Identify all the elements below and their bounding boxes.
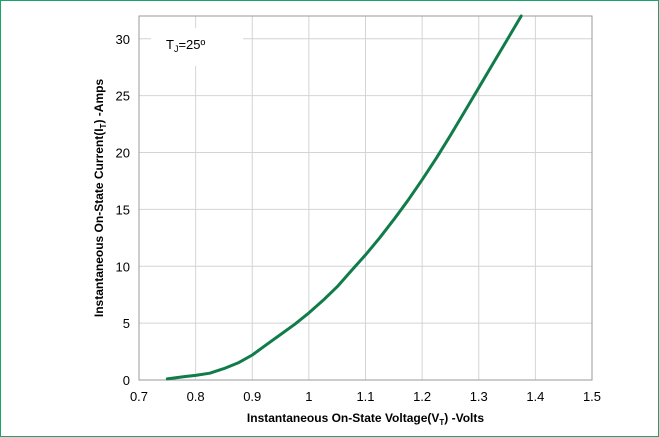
y-axis-title-prefix: Instantaneous On-State Current(I	[92, 128, 106, 317]
y-tick-label-5: 25	[116, 89, 130, 104]
y-tick-label-3: 15	[116, 202, 130, 217]
x-tick-label-3: 1	[305, 389, 312, 404]
x-axis-title-prefix: Instantaneous On-State Voltage(V	[247, 411, 439, 425]
x-axis-title-suffix: ) -Volts	[444, 411, 484, 425]
x-tick-label-7: 1.4	[526, 389, 544, 404]
x-tick-label-5: 1.2	[413, 389, 431, 404]
x-tick-label-2: 0.9	[243, 389, 261, 404]
plot-area-border	[138, 15, 593, 381]
x-axis-title-subscript: T	[439, 418, 444, 427]
y-tick-label-1: 5	[123, 316, 130, 331]
x-tick-label-0: 0.7	[130, 389, 148, 404]
y-tick-label-0: 0	[123, 373, 130, 388]
x-tick-label-4: 1.1	[356, 389, 374, 404]
y-axis-title-suffix: ) -Amps	[92, 79, 106, 124]
x-tick-labels: 0.7 0.8 0.9 1 1.1 1.2 1.3 1.4 1.5	[130, 389, 601, 404]
x-tick-label-1: 0.8	[187, 389, 205, 404]
y-axis-title: Instantaneous On-State Current(IT) -Amps	[92, 79, 108, 318]
annotation-background	[151, 28, 243, 66]
x-axis-title: Instantaneous On-State Voltage(VT) -Volt…	[247, 411, 484, 427]
grid-lines	[138, 16, 593, 381]
y-axis-title-subscript: T	[99, 123, 108, 128]
x-tick-label-6: 1.3	[470, 389, 488, 404]
annotation-rest: =25º	[178, 37, 205, 52]
annotation-main: T	[166, 37, 174, 52]
y-tick-labels: 0 5 10 15 20 25 30	[116, 32, 130, 388]
x-tick-label-8: 1.5	[583, 389, 601, 404]
y-tick-label-6: 30	[116, 32, 130, 47]
series-line	[165, 14, 523, 381]
y-tick-label-4: 20	[116, 146, 130, 161]
annotation-subscript: J	[174, 44, 179, 54]
temperature-annotation: TJ=25º	[166, 37, 206, 54]
y-tick-label-2: 10	[116, 259, 130, 274]
